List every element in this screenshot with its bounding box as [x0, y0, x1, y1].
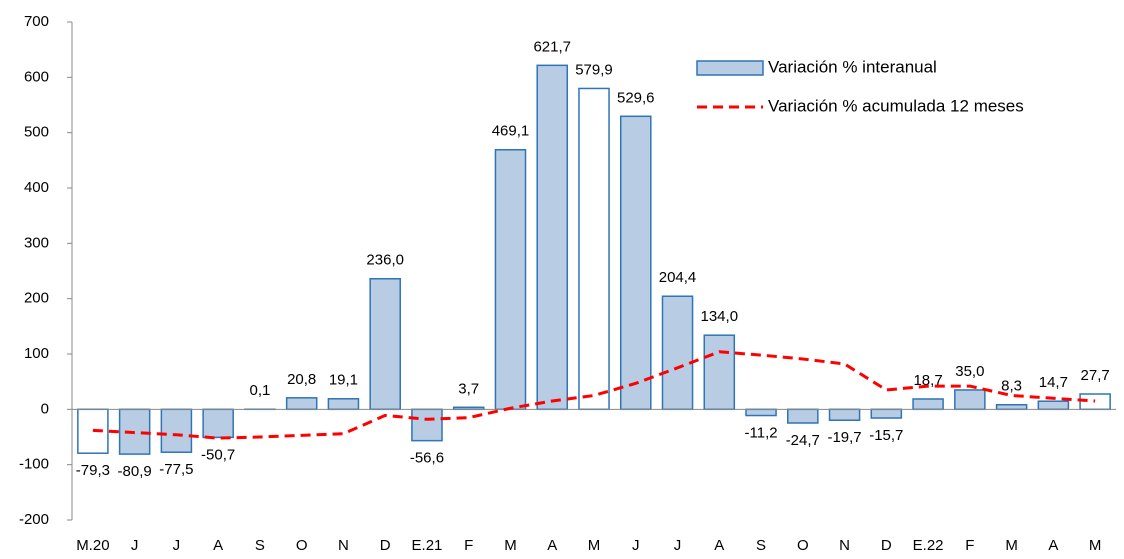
x-tick-label: J [173, 537, 181, 554]
y-tick-label: 400 [24, 179, 49, 196]
x-tick-label: F [464, 537, 473, 554]
x-tick-label: A [1048, 537, 1058, 554]
data-label: -56,6 [410, 450, 444, 467]
data-label: -11,2 [745, 424, 778, 441]
bar [704, 335, 734, 409]
data-label: 204,4 [659, 269, 697, 286]
data-label: 14,7 [1039, 374, 1068, 391]
data-label: 579,9 [575, 61, 613, 78]
bar [913, 399, 943, 409]
x-tick-label: N [839, 537, 850, 554]
x-tick-label: O [296, 537, 308, 554]
data-label: 27,7 [1081, 367, 1110, 384]
x-tick-label: E.22 [913, 537, 944, 554]
bar [203, 409, 233, 437]
bar [579, 88, 609, 409]
y-tick-label: 700 [24, 13, 49, 30]
data-label: 35,0 [955, 363, 984, 380]
bar [412, 409, 442, 440]
bar [788, 409, 818, 423]
data-label: 236,0 [366, 252, 404, 269]
bar [830, 409, 860, 420]
bar [621, 116, 651, 409]
x-tick-label: A [547, 537, 557, 554]
y-tick-label: -100 [19, 456, 49, 473]
bar [287, 398, 317, 410]
data-label: 529,6 [617, 89, 655, 106]
bar [1038, 401, 1068, 409]
data-label: -19,7 [827, 429, 861, 446]
y-tick-label: 500 [24, 124, 49, 141]
legend-label: Variación % acumulada 12 meses [768, 96, 1024, 115]
y-tick-label: 200 [24, 290, 49, 307]
x-tick-label: J [674, 537, 682, 554]
y-tick-label: 0 [41, 400, 49, 417]
data-label: 3,7 [458, 380, 479, 397]
x-tick-label: A [213, 537, 223, 554]
data-label: 469,1 [492, 123, 530, 140]
x-tick-label: N [338, 537, 349, 554]
x-tick-label: M.20 [76, 537, 109, 554]
legend-label: Variación % interanual [768, 57, 937, 76]
bar [495, 150, 525, 410]
data-label: 20,8 [287, 371, 316, 388]
y-tick-label: -200 [19, 511, 49, 528]
legend-swatch [697, 61, 763, 75]
y-tick-label: 600 [24, 68, 49, 85]
x-tick-label: J [632, 537, 640, 554]
bar [537, 65, 567, 409]
x-tick-label: O [797, 537, 809, 554]
x-tick-label: D [380, 537, 391, 554]
bar [161, 409, 191, 452]
x-tick-label: F [965, 537, 974, 554]
data-label: -15,7 [869, 427, 903, 444]
data-label: -77,5 [159, 461, 193, 478]
x-tick-label: M [1089, 537, 1102, 554]
bar [997, 405, 1027, 410]
bar [871, 409, 901, 418]
x-tick-label: S [756, 537, 766, 554]
bar [662, 296, 692, 409]
x-tick-label: A [714, 537, 724, 554]
x-tick-label: J [131, 537, 139, 554]
x-tick-label: S [255, 537, 265, 554]
x-tick-label: M [1005, 537, 1018, 554]
data-label: 0,1 [249, 382, 270, 399]
data-label: -50,7 [201, 446, 235, 463]
data-label: -79,3 [76, 462, 110, 479]
data-label: -24,7 [786, 432, 820, 449]
x-tick-label: M [504, 537, 517, 554]
bar [328, 399, 358, 410]
x-tick-label: M [588, 537, 601, 554]
bar [370, 279, 400, 410]
y-tick-label: 100 [24, 345, 49, 362]
data-label: 8,3 [1001, 378, 1022, 395]
data-label: -80,9 [118, 463, 152, 480]
x-tick-label: E.21 [412, 537, 443, 554]
data-label: 134,0 [701, 308, 739, 325]
y-tick-label: 300 [24, 234, 49, 251]
data-label: 621,7 [533, 38, 571, 55]
x-tick-label: D [881, 537, 892, 554]
bar [955, 390, 985, 409]
data-label: 19,1 [329, 372, 358, 389]
bar [746, 409, 776, 415]
